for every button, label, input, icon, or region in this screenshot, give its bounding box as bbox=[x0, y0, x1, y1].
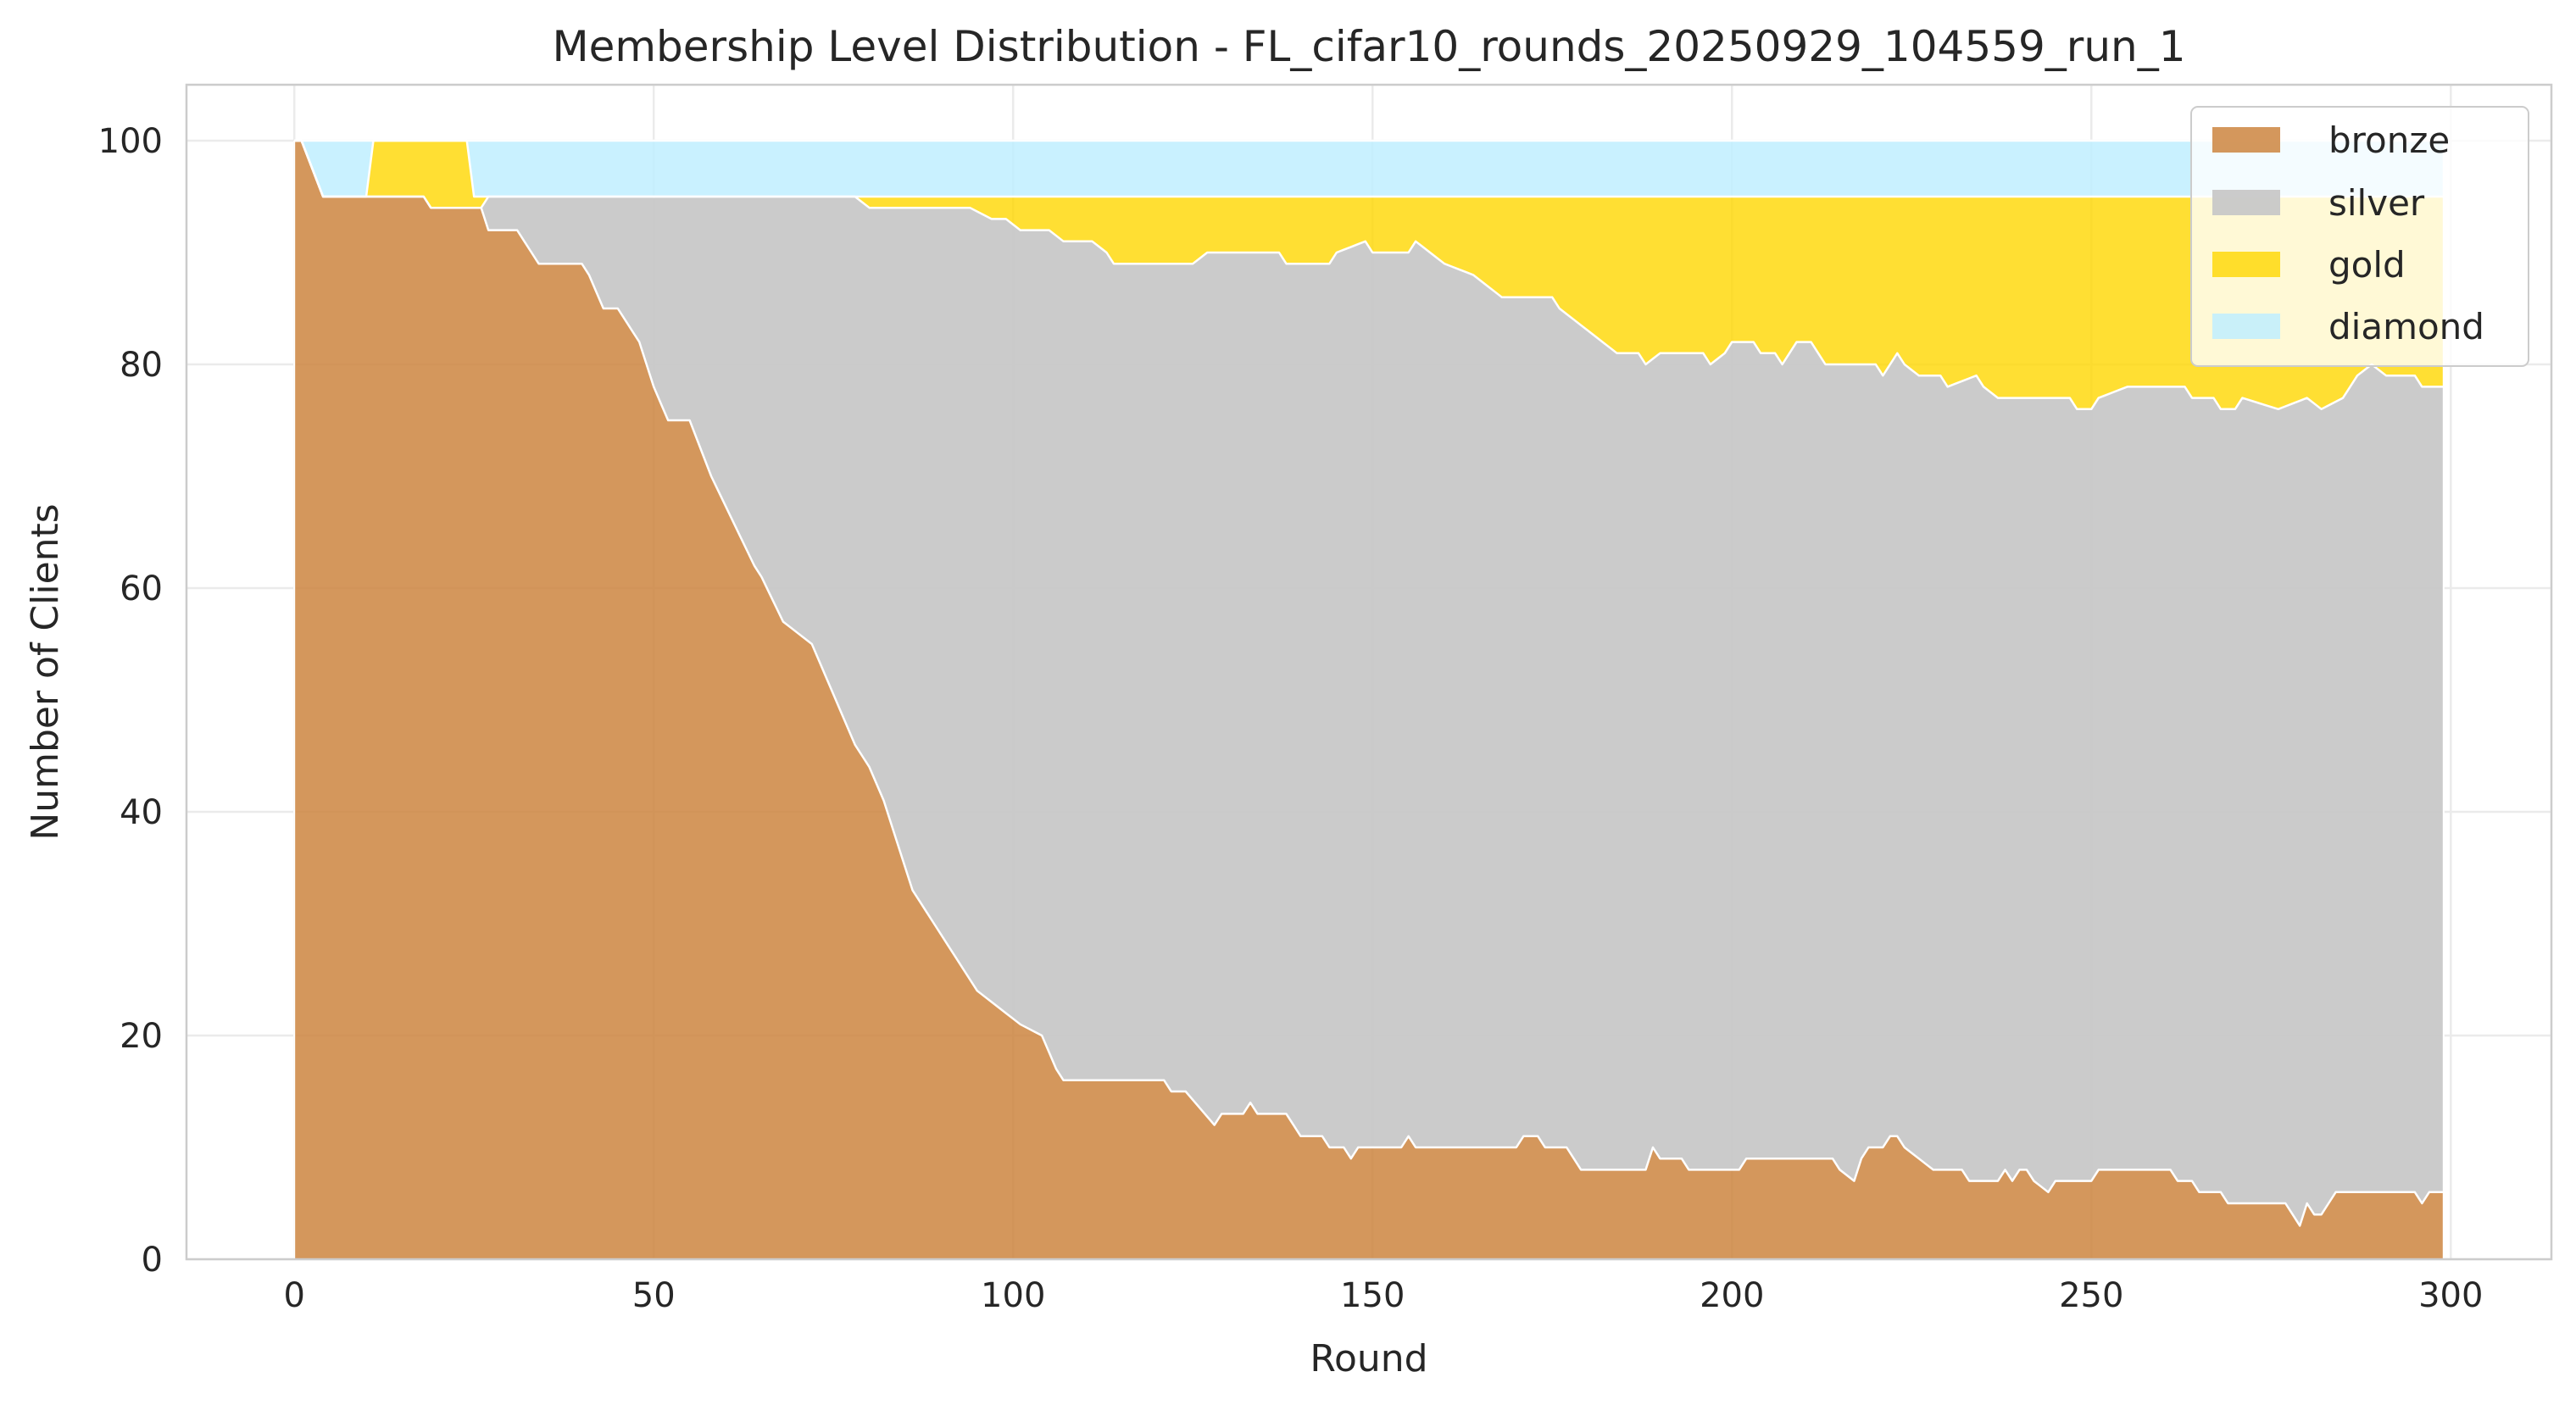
y-axis-label: Number of Clients bbox=[24, 503, 67, 840]
y-tick-label: 60 bbox=[120, 569, 163, 608]
legend: bronze silver gold diamond bbox=[2190, 106, 2529, 367]
x-tick-label: 100 bbox=[981, 1276, 1045, 1315]
area-bronze bbox=[294, 141, 2444, 1259]
legend-box bbox=[2190, 106, 2529, 367]
legend-swatch-bronze bbox=[2212, 127, 2280, 153]
boundary-gold bbox=[294, 139, 2444, 198]
legend-label-bronze: bronze bbox=[2328, 119, 2450, 161]
x-tick-label: 250 bbox=[2059, 1276, 2123, 1315]
x-tick-label: 50 bbox=[632, 1276, 676, 1315]
area-layer bbox=[293, 139, 2445, 1259]
plot-frame bbox=[185, 83, 2553, 1261]
chart-title: Membership Level Distribution - FL_cifar… bbox=[552, 22, 2185, 71]
tick-layer: 0 50 100 150 200 250 300 0 20 40 60 80 100 bbox=[98, 122, 2484, 1315]
y-tick-label: 100 bbox=[98, 122, 163, 161]
x-tick-label: 0 bbox=[283, 1276, 304, 1315]
legend-swatch-gold bbox=[2212, 252, 2280, 277]
area-gold bbox=[294, 141, 2444, 409]
legend-label-silver: silver bbox=[2328, 182, 2425, 224]
legend-swatch-diamond bbox=[2212, 314, 2280, 339]
y-tick-label: 40 bbox=[120, 793, 163, 832]
y-tick-label: 20 bbox=[120, 1017, 163, 1056]
x-tick-label: 200 bbox=[1700, 1276, 1764, 1315]
y-tick-label: 80 bbox=[120, 346, 163, 385]
legend-label-gold: gold bbox=[2328, 244, 2406, 286]
y-tick-label: 0 bbox=[142, 1241, 163, 1280]
legend-label-diamond: diamond bbox=[2328, 306, 2484, 347]
legend-swatch-silver bbox=[2212, 190, 2280, 215]
x-axis-label: Round bbox=[1310, 1337, 1427, 1380]
area-diamond bbox=[294, 141, 2444, 197]
x-tick-label: 300 bbox=[2418, 1276, 2483, 1315]
area-silver bbox=[294, 141, 2444, 1226]
boundary-bronze bbox=[294, 139, 2444, 1227]
x-tick-label: 150 bbox=[1340, 1276, 1405, 1315]
